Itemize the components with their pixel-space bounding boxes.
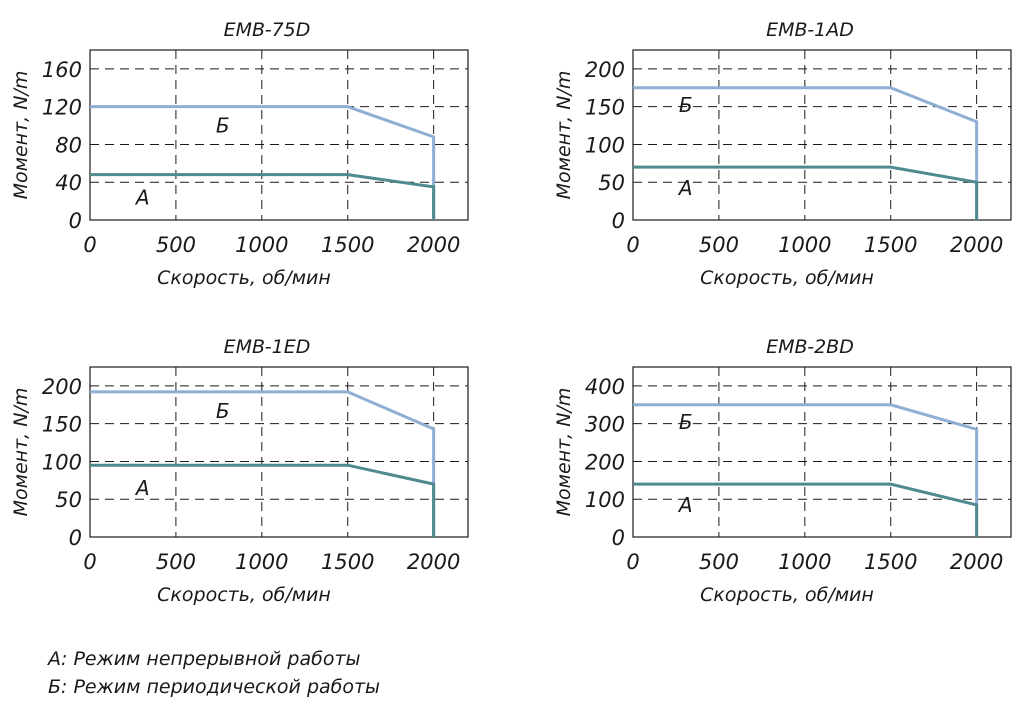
chart4-ytick-label-2: 200 [585,450,625,474]
chart4-ytick-label-0: 0 [612,526,625,550]
chart1-series-2-line [90,173,436,220]
legend-b: Б: Режим периодической работы [48,676,381,698]
chart2-xtick-label-4: 2000 [950,233,1003,257]
chart1-ytick-label-0: 0 [69,209,82,233]
chart2-title: EMB-1AD [766,19,854,41]
chart2-xtick-label-3: 1500 [864,233,917,257]
chart2-series-2-label: А [677,176,693,200]
chart3-series-1-label: Б [216,399,230,423]
chart1-xtick-label-0: 0 [83,233,96,257]
chart1-series-1-label: Б [216,114,230,138]
chart4-xtick-label-1: 500 [699,550,739,574]
chart1-xtick-label-3: 1500 [321,233,374,257]
chart2-series-1-label: Б [679,93,693,117]
chart1-ytick-label-2: 80 [55,133,82,157]
chart4-ylabel: Момент, N/m [553,388,575,517]
chart2-ylabel: Момент, N/m [553,71,575,200]
chart2-ytick-label-3: 150 [585,96,625,120]
chart2-series-1-line [633,86,979,220]
chart4-ytick-label-4: 400 [585,375,625,399]
chart3-ylabel: Момент, N/m [10,388,32,517]
chart3-ytick-label-4: 200 [42,375,82,399]
chart2-ytick-label-1: 50 [598,171,625,195]
chart3-ytick-label-3: 150 [42,413,82,437]
chart4-xtick-label-4: 2000 [950,550,1003,574]
chart1-xtick-label-1: 500 [156,233,196,257]
chart3-series-2-label: А [134,476,150,500]
chart4-xtick-label-0: 0 [626,550,639,574]
chart2-ytick-label-0: 0 [612,209,625,233]
legend-a: А: Режим непрерывной работы [48,648,361,670]
chart4-ytick-label-3: 300 [585,413,625,437]
chart3-ytick-label-2: 100 [42,450,82,474]
chart2-xtick-label-2: 1000 [778,233,831,257]
chart3-xtick-label-3: 1500 [321,550,374,574]
chart4-plot-frame [632,366,1012,538]
chart4-xtick-label-3: 1500 [864,550,917,574]
chart4-series-1-line [633,403,979,537]
chart3-ytick-label-0: 0 [69,526,82,550]
chart4-ytick-label-1: 100 [585,488,625,512]
chart4-xlabel: Скорость, об/мин [700,584,874,606]
chart4-series-1-label: Б [679,410,693,434]
chart2-xtick-label-0: 0 [626,233,639,257]
chart4-title: EMB-2BD [766,336,854,358]
chart1-series-1-line [90,105,436,220]
chart1-ytick-label-4: 160 [42,58,82,82]
chart3-xtick-label-4: 2000 [407,550,460,574]
chart3-series-2-line [90,463,436,537]
chart3-xlabel: Скорость, об/мин [157,584,331,606]
chart4-series-2-label: А [677,493,693,517]
chart2-xtick-label-1: 500 [699,233,739,257]
chart1-plot-frame [89,49,469,221]
chart2-xlabel: Скорость, об/мин [700,267,874,289]
chart2-series-2-line [633,165,979,220]
chart2-ytick-label-2: 100 [585,133,625,157]
chart1-ytick-label-3: 120 [42,96,82,120]
chart1-ytick-label-1: 40 [55,171,82,195]
chart3-ytick-label-1: 50 [55,488,82,512]
chart1-xtick-label-4: 2000 [407,233,460,257]
chart1-ylabel: Момент, N/m [10,71,32,200]
chart1-xtick-label-2: 1000 [235,233,288,257]
chart4-series-2-line [633,482,979,537]
chart2-ytick-label-4: 200 [585,58,625,82]
chart2-plot-frame [632,49,1012,221]
chart3-xtick-label-0: 0 [83,550,96,574]
chart3-xtick-label-1: 500 [156,550,196,574]
chart4-xtick-label-2: 1000 [778,550,831,574]
chart1-title: EMB-75D [224,19,311,41]
chart3-title: EMB-1ED [224,336,311,358]
chart1-xlabel: Скорость, об/мин [157,267,331,289]
chart3-plot-frame [89,366,469,538]
chart1-series-2-label: А [134,186,150,210]
chart3-xtick-label-2: 1000 [235,550,288,574]
